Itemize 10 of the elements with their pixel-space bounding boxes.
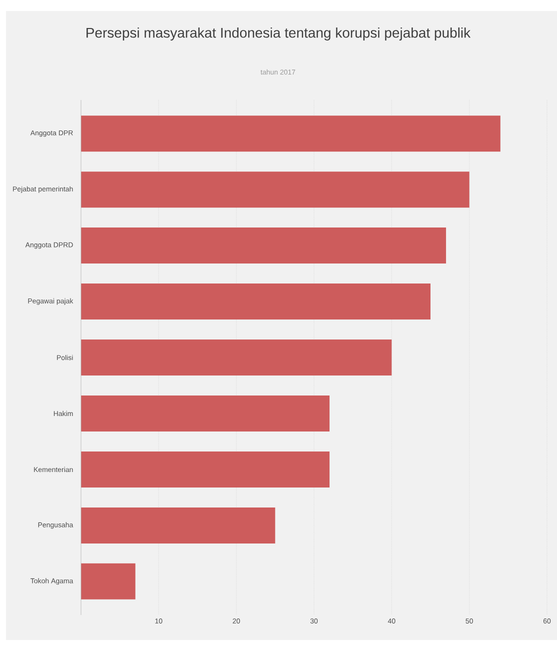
bar	[81, 116, 500, 152]
bar	[81, 507, 276, 544]
bar	[81, 451, 330, 488]
chart-title: Persepsi masyarakat Indonesia tentang korupsi pejabat publik	[86, 27, 471, 41]
bar	[81, 284, 430, 320]
bar	[81, 563, 136, 600]
bar	[81, 172, 470, 208]
bar	[81, 340, 392, 376]
bar	[81, 395, 330, 432]
bar	[81, 228, 446, 264]
